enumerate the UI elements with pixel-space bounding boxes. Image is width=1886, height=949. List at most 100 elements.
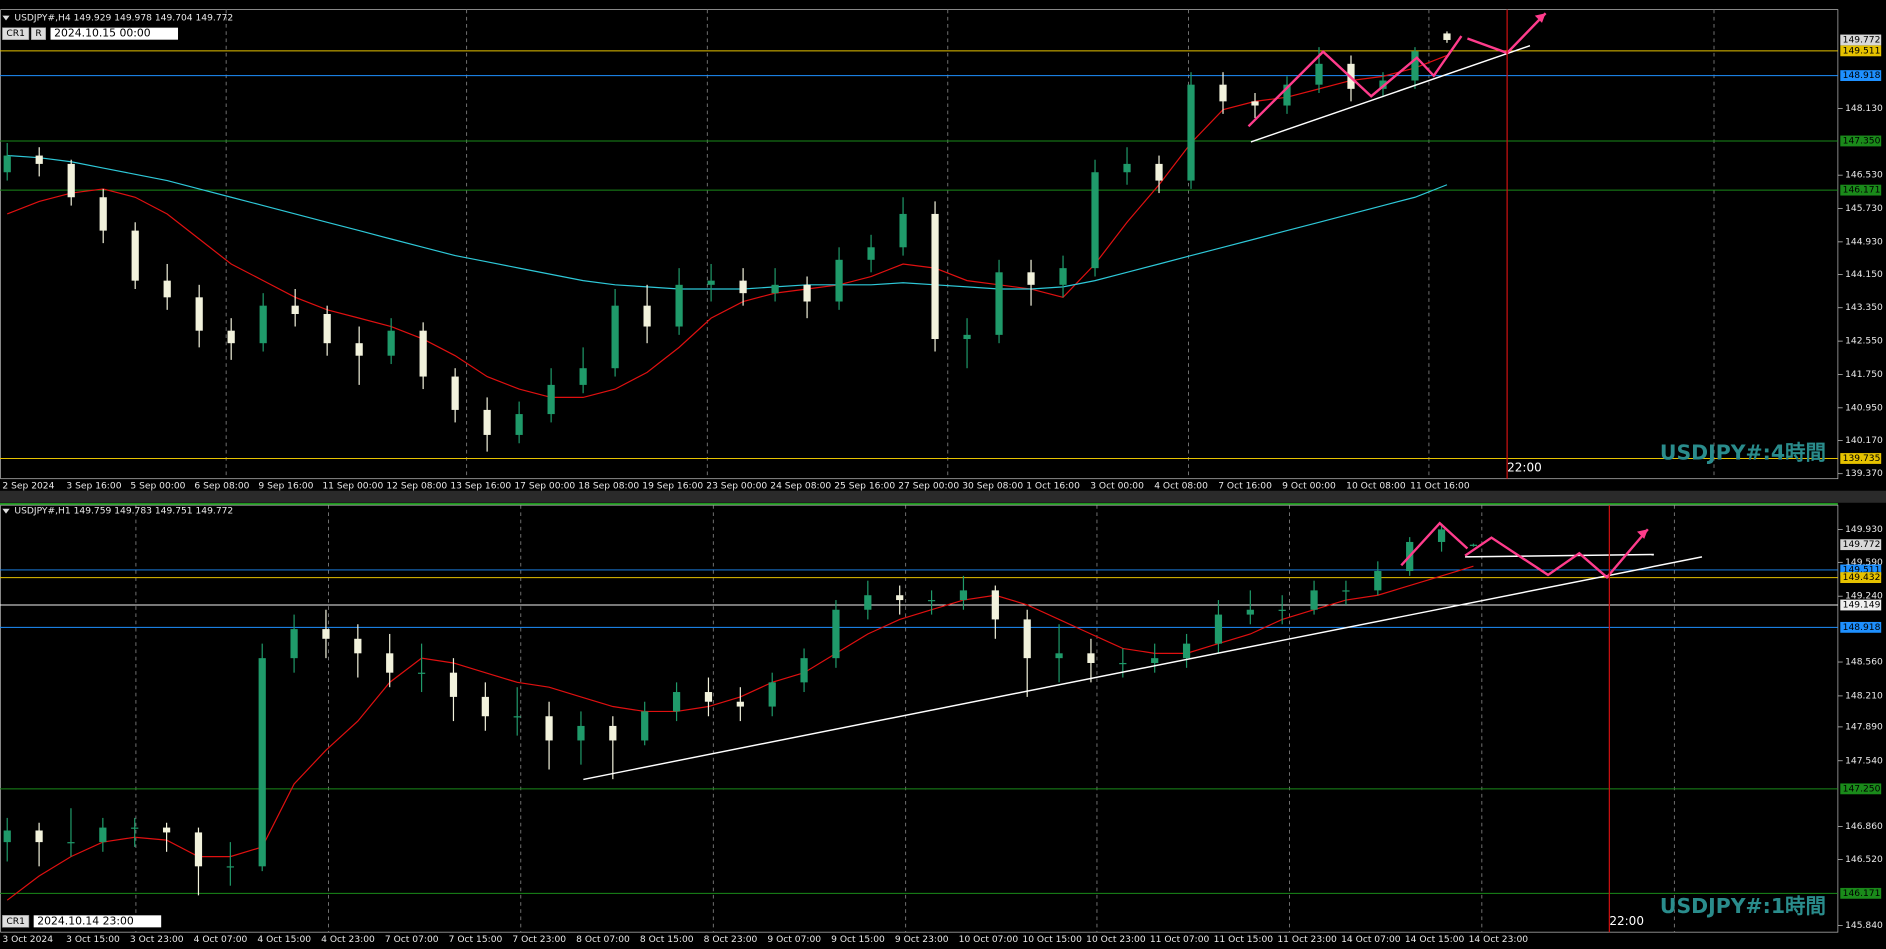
x-tick-label: 11 Oct 07:00 — [1150, 935, 1210, 945]
candle-body — [896, 595, 904, 601]
x-tick-label: 3 Oct 00:00 — [1090, 481, 1144, 491]
x-tick-label: 18 Sep 08:00 — [578, 481, 639, 491]
candle-body — [99, 197, 107, 231]
header-text: USDJPY#,H1 149.759 149.783 149.751 149.7… — [14, 507, 233, 517]
x-tick-label: 9 Oct 23:00 — [895, 935, 949, 945]
y-tick-label: 140.950 — [1845, 403, 1883, 413]
candle-body — [995, 272, 1003, 335]
candle-body — [354, 638, 362, 654]
candle-body — [1055, 653, 1063, 659]
x-tick-label: 3 Oct 15:00 — [66, 935, 120, 945]
candle-body — [451, 376, 459, 410]
x-tick-label: 4 Oct 08:00 — [1154, 481, 1208, 491]
x-tick-label: 7 Oct 15:00 — [449, 935, 503, 945]
zigzag-projection — [1247, 35, 1463, 128]
candle-body — [579, 368, 587, 385]
level-label-box — [1840, 45, 1882, 57]
x-tick-label: 14 Oct 07:00 — [1341, 935, 1401, 945]
x-tick-label: 25 Sep 16:00 — [834, 481, 895, 491]
x-tick-label: 24 Sep 08:00 — [770, 481, 831, 491]
y-tick-label: 144.930 — [1845, 237, 1883, 247]
y-tick-label: 145.840 — [1845, 921, 1883, 931]
candle-body — [258, 658, 266, 867]
candle-body — [1342, 590, 1350, 592]
arrow-head — [1534, 13, 1546, 23]
candle-body — [1437, 529, 1446, 542]
level-label-box — [1840, 783, 1882, 795]
candle-body — [322, 629, 330, 639]
candle-body — [1155, 163, 1163, 181]
candle-body — [259, 305, 267, 344]
candle-body — [1151, 658, 1159, 663]
x-tick-label: 8 Oct 23:00 — [704, 935, 758, 945]
candle-body — [1219, 84, 1227, 102]
candle-body — [195, 297, 203, 331]
candle-body — [577, 725, 585, 741]
header-text: USDJPY#,H4 149.929 149.978 149.704 149.7… — [14, 14, 233, 24]
trendline — [1250, 45, 1531, 143]
x-tick-label: 10 Oct 07:00 — [959, 935, 1019, 945]
candle-body — [1443, 33, 1451, 40]
candle-body — [675, 284, 683, 327]
candle-body — [736, 701, 744, 707]
x-tick-label: 23 Sep 00:00 — [706, 481, 767, 491]
y-tick-label: 147.890 — [1845, 722, 1883, 732]
x-tick-label: 14 Oct 23:00 — [1469, 935, 1529, 945]
candle-body — [1214, 614, 1223, 644]
moving-average — [7, 154, 1448, 290]
y-tick-label: 146.530 — [1845, 171, 1883, 181]
level-label: 148.918 — [1843, 623, 1881, 633]
candle-body — [1251, 101, 1259, 106]
x-tick-label: 4 Oct 07:00 — [194, 935, 248, 945]
level-label: 147.350 — [1843, 136, 1881, 146]
candle-body — [99, 827, 107, 843]
candle-body — [449, 672, 458, 697]
candle-body — [481, 696, 489, 717]
candle-body — [1374, 571, 1382, 591]
candle-body — [131, 230, 139, 281]
x-tick-label: 11 Oct 23:00 — [1277, 935, 1337, 945]
date-box — [50, 27, 179, 40]
zigzag-projection — [1464, 528, 1649, 580]
candle-body — [1087, 653, 1095, 663]
date-label: 2024.10.14 23:00 — [37, 914, 134, 927]
candle-body — [3, 830, 11, 843]
arrow-head — [1637, 529, 1648, 539]
candle-body — [291, 305, 299, 315]
current-price-label: 149.772 — [1843, 35, 1881, 45]
candle-body — [641, 711, 649, 741]
candle-body — [1023, 619, 1031, 659]
y-tick-label: 143.350 — [1845, 303, 1883, 313]
current-price-box — [1840, 539, 1882, 551]
candle-body — [643, 305, 651, 327]
candle-body — [547, 384, 555, 415]
x-tick-label: 8 Oct 07:00 — [576, 935, 630, 945]
tag-label: R — [35, 29, 42, 39]
candle-body — [67, 163, 75, 198]
watermark: USDJPY#:4時間 — [1660, 440, 1826, 464]
candle-body — [611, 305, 619, 369]
candle-body — [1379, 80, 1387, 89]
candle-body — [704, 692, 713, 702]
candle-body — [739, 280, 747, 294]
candle-body — [1119, 662, 1127, 665]
level-label: 148.918 — [1843, 71, 1881, 81]
tag-box — [2, 915, 30, 928]
candle-body — [515, 414, 523, 435]
level-label: 149.511 — [1843, 565, 1881, 575]
y-tick-label: 140.170 — [1845, 436, 1883, 446]
candle-body — [323, 314, 331, 344]
candle-body — [3, 155, 11, 173]
level-label-box — [1840, 572, 1882, 584]
y-tick-label: 146.860 — [1845, 822, 1883, 832]
x-tick-label: 8 Oct 15:00 — [640, 935, 694, 945]
level-label: 139.735 — [1843, 454, 1881, 464]
level-label: 146.171 — [1843, 889, 1881, 899]
x-tick-label: 2 Sep 2024 — [2, 481, 54, 491]
tag-box — [2, 27, 30, 40]
current-price-box — [1840, 34, 1882, 46]
y-tick-label: 147.540 — [1845, 756, 1883, 766]
x-tick-label: 17 Sep 00:00 — [514, 481, 575, 491]
x-tick-label: 10 Oct 08:00 — [1346, 481, 1406, 491]
